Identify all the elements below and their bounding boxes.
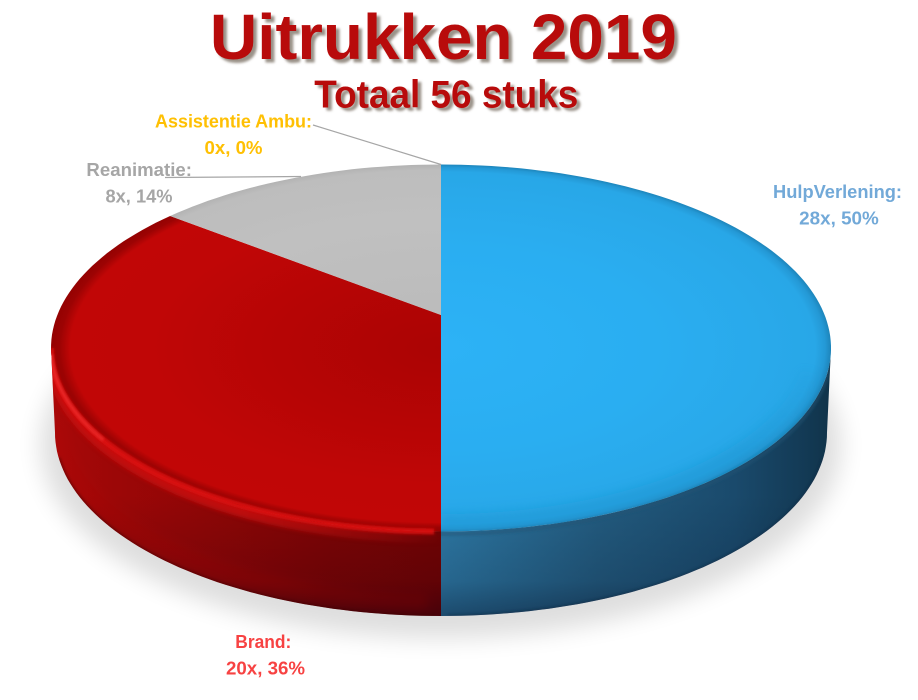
svg-text:Totaal 56 stuks: Totaal 56 stuks	[314, 72, 578, 116]
svg-text:Totaal 56 stuks: Totaal 56 stuks	[318, 76, 582, 120]
svg-text:Assistentie Ambu:: Assistentie Ambu:	[155, 112, 312, 132]
svg-text:HulpVerlening:: HulpVerlening:	[773, 182, 902, 202]
svg-text:0x, 0%: 0x, 0%	[205, 138, 263, 158]
svg-text:28x, 50%: 28x, 50%	[799, 208, 879, 228]
svg-text:Uitrukken 2019: Uitrukken 2019	[210, 1, 677, 73]
svg-text:Brand:: Brand:	[235, 632, 291, 652]
svg-text:20x, 36%: 20x, 36%	[226, 658, 305, 678]
svg-text:Uitrukken 2019: Uitrukken 2019	[214, 5, 681, 77]
svg-text:Reanimatie:: Reanimatie:	[86, 160, 192, 180]
svg-text:8x, 14%: 8x, 14%	[106, 187, 173, 207]
